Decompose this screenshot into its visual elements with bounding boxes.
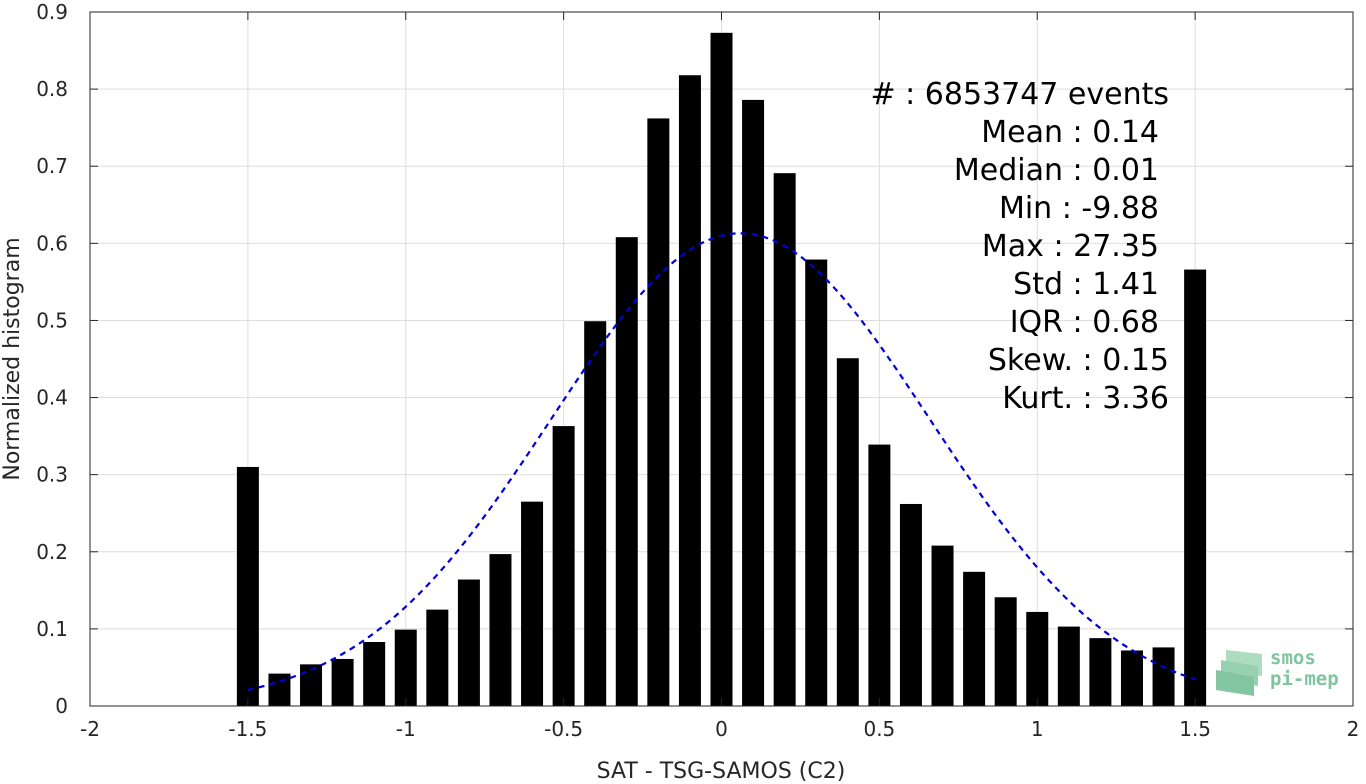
axis-ticks [89, 11, 1354, 707]
stat-min: Min : -9.88 [999, 191, 1159, 226]
x-tick-label: -1.5 [228, 717, 267, 741]
histogram-bar [931, 545, 954, 706]
histogram-bar [868, 444, 891, 706]
logo-line1: smos [1270, 647, 1316, 669]
histogram-bar [1089, 638, 1112, 706]
logo-waves-icon [1216, 650, 1262, 696]
x-tick-label: 1.5 [1179, 717, 1211, 741]
histogram-bar [742, 99, 765, 706]
histogram-bar [1152, 647, 1175, 706]
histogram-bar [1057, 626, 1080, 706]
y-axis-label: Normalized histogram [0, 237, 25, 480]
logo-line2: pi-mep [1270, 668, 1339, 690]
y-tick-labels: 0 0.1 0.2 0.3 0.4 0.5 0.6 0.7 0.8 0.9 [36, 0, 68, 718]
x-axis-label: SAT - TSG-SAMOS (C2) [597, 759, 846, 784]
y-tick-label: 0.8 [36, 77, 68, 101]
x-tick-labels: -2 -1.5 -1 -0.5 0 0.5 1 1.5 2 [80, 717, 1359, 741]
y-tick-label: 0.6 [36, 231, 68, 255]
histogram-bar [1184, 269, 1207, 706]
stat-max: Max : 27.35 [982, 229, 1159, 264]
histogram-bar [426, 609, 449, 706]
histogram-bar [710, 32, 733, 706]
histogram-bar [584, 321, 607, 706]
y-tick-label: 0.2 [36, 540, 68, 564]
x-tick-label: -1 [396, 717, 416, 741]
histogram-bar [773, 173, 796, 706]
histogram-bar [331, 658, 354, 706]
stat-count: # : 6853747 events [870, 77, 1169, 112]
histogram-bar [899, 503, 922, 706]
stat-mean: Mean : 0.14 [981, 115, 1159, 150]
stat-std: Std : 1.41 [1013, 267, 1159, 302]
y-tick-label: 0.5 [36, 308, 68, 332]
histogram-bar [963, 571, 986, 706]
histogram-bar [647, 118, 670, 706]
smos-pi-mep-logo: smos pi-mep [1216, 647, 1339, 696]
histogram-bar [521, 501, 544, 706]
histogram-bar [236, 466, 259, 706]
x-tick-label: -2 [80, 717, 100, 741]
y-tick-label: 0 [55, 694, 68, 718]
histogram-bar [300, 664, 323, 706]
x-tick-label: 1 [1031, 717, 1044, 741]
x-tick-label: 0 [715, 717, 728, 741]
histogram-bar [457, 579, 480, 706]
y-tick-label: 0.7 [36, 154, 68, 178]
y-tick-label: 0.1 [36, 617, 68, 641]
histogram-bars [236, 32, 1207, 707]
histogram-bar [615, 237, 638, 707]
histogram-bar [1120, 650, 1143, 706]
stat-kurt: Kurt. : 3.36 [1002, 381, 1169, 416]
y-tick-label: 0.9 [36, 0, 68, 24]
stats-annotation: # : 6853747 events Mean : 0.14 Median : … [870, 77, 1169, 416]
stat-skew: Skew. : 0.15 [988, 343, 1169, 378]
histogram-bar [1026, 611, 1049, 706]
x-tick-label: 2 [1347, 717, 1360, 741]
histogram-bar [678, 75, 701, 707]
histogram-bar [836, 358, 859, 706]
y-tick-label: 0.3 [36, 463, 68, 487]
x-tick-label: 0.5 [863, 717, 895, 741]
stat-median: Median : 0.01 [954, 153, 1159, 188]
stat-iqr: IQR : 0.68 [1010, 305, 1159, 340]
histogram-bar [363, 641, 386, 706]
histogram-bar [268, 673, 291, 706]
histogram-bar [394, 629, 417, 706]
x-tick-label: -0.5 [544, 717, 583, 741]
gaussian-fit-curve [247, 232, 1196, 691]
histogram-bar [805, 259, 828, 706]
histogram-bar [552, 426, 575, 706]
histogram-bar [489, 554, 512, 706]
y-tick-label: 0.4 [36, 386, 68, 410]
histogram-bar [994, 597, 1017, 706]
